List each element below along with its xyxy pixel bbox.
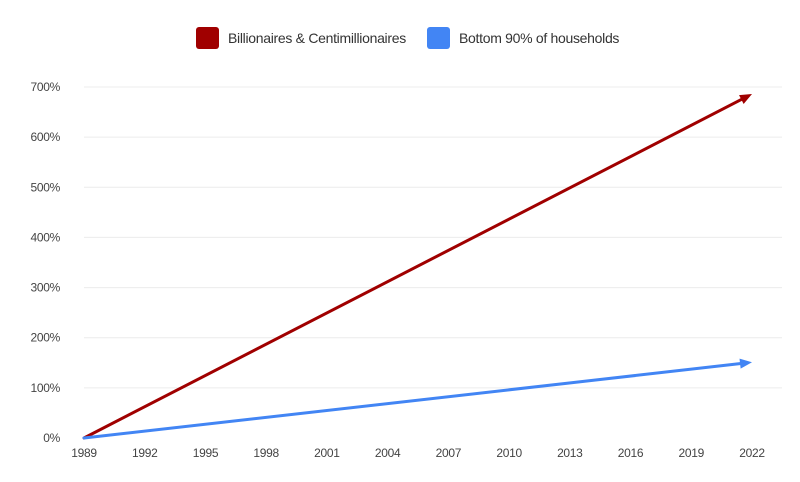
x-tick-label: 2013 xyxy=(557,446,583,460)
y-tick-label: 200% xyxy=(31,331,61,345)
grid-lines xyxy=(84,86,782,389)
series-line-0 xyxy=(82,97,745,440)
y-tick-label: 600% xyxy=(31,130,61,144)
x-tick-label: 1998 xyxy=(253,446,279,460)
y-tick-label: 300% xyxy=(31,281,61,295)
y-tick-label: 700% xyxy=(31,80,61,94)
series-layer xyxy=(82,94,752,440)
x-tick-label: 2019 xyxy=(679,446,705,460)
legend-label-1: Bottom 90% of households xyxy=(459,30,619,46)
x-tick-label: 2001 xyxy=(314,446,340,460)
legend: Billionaires & Centimillionaires Bottom 9… xyxy=(196,27,620,49)
x-tick-label: 2010 xyxy=(496,446,522,460)
legend-label-0: Billionaires & Centimillionaires xyxy=(228,30,406,46)
series-arrowhead-0 xyxy=(739,94,752,104)
x-tick-label: 1995 xyxy=(193,446,219,460)
series-arrowhead-1 xyxy=(739,358,752,369)
series-line-1 xyxy=(82,361,744,440)
x-tick-label: 2007 xyxy=(436,446,462,460)
x-tick-label: 2004 xyxy=(375,446,401,460)
x-axis: 1989 1992 1995 1998 2001 2004 2007 2010 2013 2016… xyxy=(71,446,765,460)
x-tick-label: 1992 xyxy=(132,446,158,460)
y-tick-label: 500% xyxy=(31,180,61,194)
legend-swatch-1 xyxy=(427,27,450,49)
x-tick-label: 2022 xyxy=(739,446,765,460)
y-tick-label: 0% xyxy=(43,431,60,445)
x-tick-label: 1989 xyxy=(71,446,97,460)
y-axis: 0% 100% 200% 300% 400% 500% 600% 700% xyxy=(31,80,61,445)
x-tick-label: 2016 xyxy=(618,446,644,460)
y-tick-label: 400% xyxy=(31,230,61,244)
y-tick-label: 100% xyxy=(31,381,61,395)
legend-swatch-0 xyxy=(196,27,219,49)
